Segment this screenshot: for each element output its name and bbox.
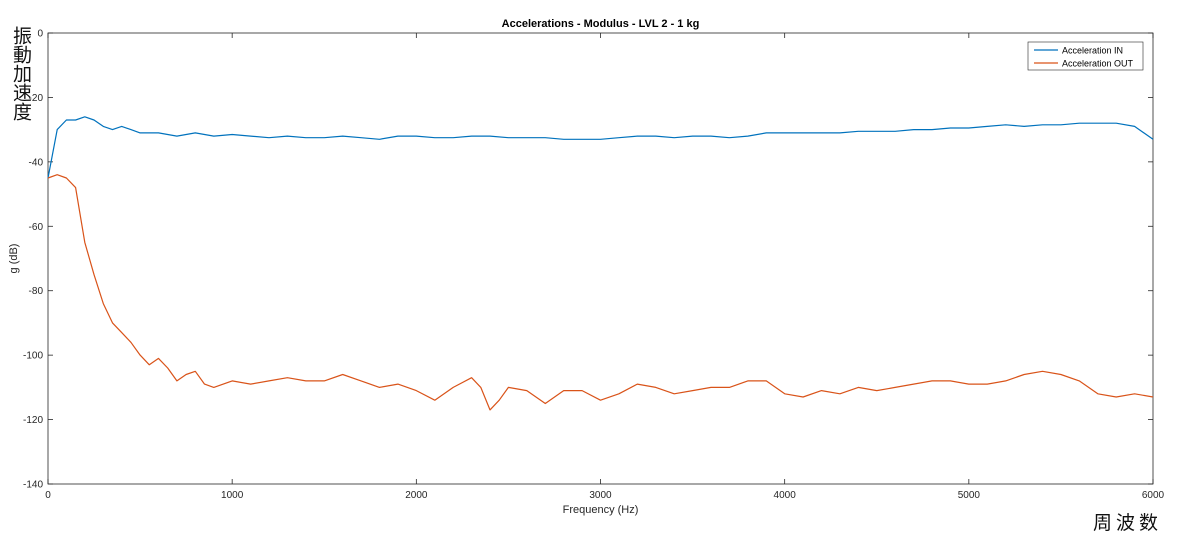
chart-title: Accelerations - Modulus - LVL 2 - 1 kg <box>502 18 700 30</box>
y-tick-label: -40 <box>29 157 44 168</box>
y-axis-label: g (dB) <box>8 244 20 274</box>
x-tick-label: 2000 <box>405 490 428 501</box>
y-tick-label: -140 <box>23 480 43 491</box>
legend-box <box>1027 41 1144 71</box>
plot-area <box>47 32 1154 485</box>
y-tick-label: -20 <box>29 93 44 104</box>
series-line-acceleration-out <box>47 174 1154 411</box>
y-tick-label: -60 <box>29 222 44 233</box>
x-tick-label: 0 <box>45 490 51 501</box>
x-tick-label: 5000 <box>958 490 981 501</box>
jp-x-annotation: 周波数 <box>1093 512 1163 534</box>
legend-label: Acceleration IN <box>1062 46 1123 56</box>
y-tick-label: 0 <box>37 29 43 40</box>
y-tick-label: -120 <box>23 415 43 426</box>
legend-label: Acceleration OUT <box>1062 59 1134 69</box>
x-tick-label: 3000 <box>589 490 612 501</box>
x-axis-label: Frequency (Hz) <box>563 504 639 516</box>
x-tick-label: 1000 <box>221 490 244 501</box>
series-line-acceleration-in <box>47 116 1154 179</box>
y-tick-label: -80 <box>29 286 44 297</box>
y-tick-label: -100 <box>23 351 43 362</box>
jp-y-annotation: 振動加速度 <box>10 26 32 121</box>
x-tick-label: 6000 <box>1142 490 1165 501</box>
x-tick-label: 4000 <box>774 490 797 501</box>
